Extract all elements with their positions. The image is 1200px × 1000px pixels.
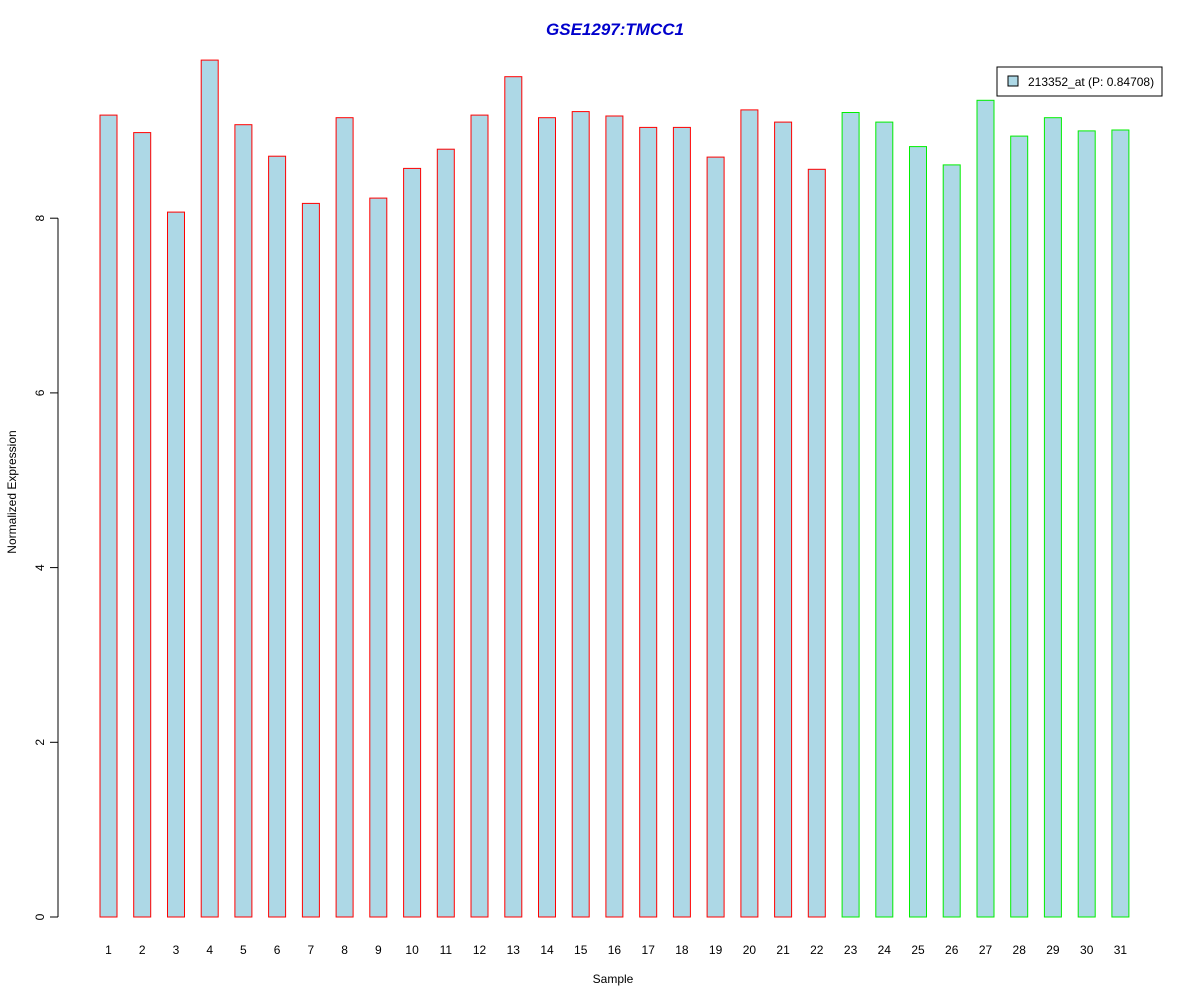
x-tick-label: 5 bbox=[240, 943, 247, 957]
y-axis: 0 2 4 6 8 bbox=[33, 215, 59, 920]
bars-group bbox=[99, 59, 1130, 918]
bar-sample-18 bbox=[672, 126, 691, 918]
y-tick-label: 2 bbox=[33, 739, 47, 746]
legend: 213352_at (P: 0.84708) bbox=[996, 66, 1163, 97]
x-tick-label: 20 bbox=[743, 943, 757, 957]
x-tick-label: 24 bbox=[878, 943, 892, 957]
legend-swatch bbox=[1007, 75, 1019, 87]
x-tick-label: 31 bbox=[1114, 943, 1128, 957]
bar-sample-2 bbox=[133, 132, 152, 918]
x-tick-label: 19 bbox=[709, 943, 723, 957]
bar-sample-23 bbox=[841, 112, 860, 918]
x-tick-label: 7 bbox=[308, 943, 315, 957]
bar-sample-25 bbox=[909, 146, 927, 918]
x-tick-label: 15 bbox=[574, 943, 588, 957]
y-tick-label: 4 bbox=[33, 564, 47, 571]
bar-sample-4 bbox=[200, 59, 219, 918]
x-axis-label: Sample bbox=[593, 972, 634, 986]
bar-sample-11 bbox=[436, 148, 455, 918]
x-tick-label: 4 bbox=[206, 943, 213, 957]
x-tick-label: 30 bbox=[1080, 943, 1094, 957]
x-tick-label: 12 bbox=[473, 943, 487, 957]
bar-sample-20 bbox=[740, 109, 759, 918]
bar-sample-21 bbox=[774, 121, 793, 918]
y-axis-label: Normalized Expression bbox=[5, 430, 19, 553]
x-tick-label: 27 bbox=[979, 943, 993, 957]
bar-sample-10 bbox=[403, 167, 422, 918]
chart-title: GSE1297:TMCC1 bbox=[546, 20, 684, 39]
legend-label: 213352_at (P: 0.84708) bbox=[1028, 75, 1154, 89]
bar-sample-7 bbox=[301, 202, 320, 918]
bar-sample-3 bbox=[167, 211, 185, 918]
x-tick-label: 9 bbox=[375, 943, 382, 957]
y-tick-label: 6 bbox=[33, 389, 47, 396]
x-tick-labels: 1 2 3 4 5 6 7 8 9 10 11 12 13 14 15 16 17 18 19 20 21 22 23 24 2… bbox=[105, 943, 1127, 957]
bar-sample-28 bbox=[1010, 135, 1029, 918]
x-tick-label: 21 bbox=[776, 943, 790, 957]
x-tick-label: 22 bbox=[810, 943, 824, 957]
x-tick-label: 2 bbox=[139, 943, 146, 957]
x-tick-label: 25 bbox=[911, 943, 925, 957]
x-tick-label: 26 bbox=[945, 943, 959, 957]
x-tick-label: 11 bbox=[440, 943, 453, 957]
x-tick-label: 14 bbox=[540, 943, 554, 957]
x-tick-label: 23 bbox=[844, 943, 858, 957]
x-tick-label: 8 bbox=[341, 943, 348, 957]
bar-sample-5 bbox=[234, 124, 253, 918]
bar-sample-8 bbox=[335, 117, 354, 918]
bar-sample-17 bbox=[639, 126, 658, 918]
legend-box bbox=[996, 66, 1163, 97]
bar-sample-24 bbox=[875, 121, 894, 918]
bar-sample-16 bbox=[605, 115, 624, 918]
bar-sample-27 bbox=[976, 99, 995, 918]
bar-sample-22 bbox=[807, 168, 826, 918]
x-tick-label: 3 bbox=[173, 943, 180, 957]
x-tick-label: 1 bbox=[105, 943, 112, 957]
x-tick-label: 13 bbox=[507, 943, 521, 957]
bar-sample-29 bbox=[1043, 117, 1062, 918]
x-tick-label: 10 bbox=[405, 943, 419, 957]
bar-sample-14 bbox=[538, 117, 556, 918]
bar-sample-30 bbox=[1077, 130, 1096, 918]
bar-sample-15 bbox=[571, 111, 590, 918]
bar-sample-19 bbox=[706, 156, 725, 918]
x-tick-label: 18 bbox=[675, 943, 689, 957]
bar-sample-26 bbox=[942, 164, 961, 918]
bar-sample-6 bbox=[268, 155, 287, 918]
x-tick-label: 29 bbox=[1046, 943, 1060, 957]
x-tick-label: 16 bbox=[608, 943, 622, 957]
y-tick-label: 8 bbox=[33, 215, 47, 222]
x-tick-label: 17 bbox=[642, 943, 656, 957]
y-tick-label: 0 bbox=[33, 913, 47, 920]
x-tick-label: 28 bbox=[1013, 943, 1027, 957]
bar-sample-13 bbox=[504, 76, 523, 918]
x-tick-label: 6 bbox=[274, 943, 281, 957]
bar-sample-1 bbox=[99, 114, 118, 918]
bar-sample-12 bbox=[470, 114, 489, 918]
bar-sample-9 bbox=[369, 197, 388, 918]
bar-sample-31 bbox=[1111, 129, 1130, 918]
